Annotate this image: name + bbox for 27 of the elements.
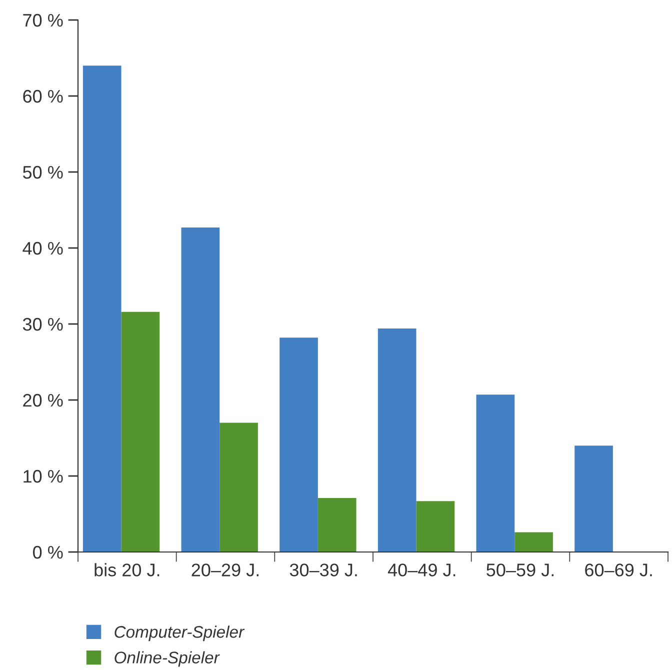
x-tick-label: 50–59 J. bbox=[486, 564, 554, 576]
x-tick-label: bis 20 J. bbox=[94, 563, 160, 576]
y-tick-label: 30 % bbox=[22, 318, 63, 331]
bar bbox=[514, 532, 553, 552]
y-tick-label: 0 % bbox=[33, 546, 63, 559]
bar bbox=[181, 227, 220, 552]
x-tick-label: 20–29 J. bbox=[192, 564, 258, 576]
y-tick-label: 10 % bbox=[24, 470, 63, 483]
bar bbox=[121, 312, 160, 552]
bar bbox=[220, 422, 258, 552]
bar bbox=[280, 338, 318, 552]
bar bbox=[416, 501, 455, 552]
x-tick-label: 40–49 J. bbox=[388, 564, 456, 576]
bar bbox=[318, 498, 356, 552]
y-tick-label: 70 % bbox=[23, 14, 63, 27]
bar bbox=[378, 328, 416, 552]
y-tick-label: 60 % bbox=[23, 90, 63, 103]
bar bbox=[574, 446, 613, 552]
y-tick-label: 20 % bbox=[23, 394, 63, 407]
y-tick-label: 40 % bbox=[22, 242, 63, 255]
y-tick-label: 50 % bbox=[22, 166, 63, 179]
legend-label: Computer-Spieler bbox=[114, 626, 245, 642]
bar bbox=[82, 66, 122, 552]
legend-label: Online-Spieler bbox=[114, 651, 220, 667]
bar bbox=[476, 394, 515, 552]
x-tick-label: 60–69 J. bbox=[585, 564, 652, 576]
x-tick-label: 30–39 J. bbox=[290, 564, 357, 576]
